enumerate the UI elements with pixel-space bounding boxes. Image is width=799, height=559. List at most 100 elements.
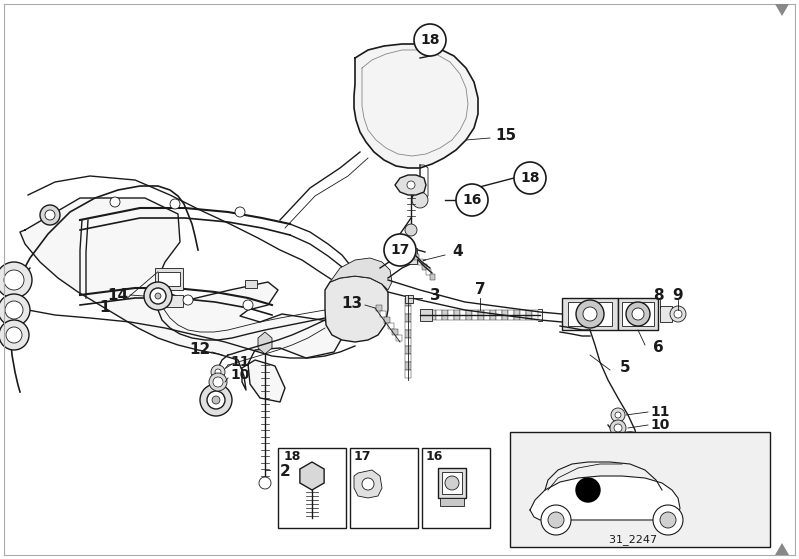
Bar [526,310,531,320]
Bar [278,448,346,528]
Circle shape [541,505,571,535]
Bar [442,472,462,494]
Circle shape [211,365,225,379]
Text: 18: 18 [284,449,300,462]
Circle shape [456,184,488,216]
Circle shape [215,369,221,375]
Polygon shape [330,258,392,290]
Text: 16: 16 [463,193,482,207]
Bar [426,269,431,275]
Circle shape [150,288,166,304]
Text: 13: 13 [341,296,363,310]
Bar [376,305,382,311]
Polygon shape [354,470,382,498]
Bar [472,310,478,320]
Bar [405,370,411,377]
Circle shape [0,320,29,350]
Text: 12: 12 [189,343,211,358]
Text: 4: 4 [453,244,463,259]
Circle shape [583,307,597,321]
Bar [405,298,411,306]
Circle shape [407,181,415,189]
Circle shape [414,24,446,56]
Circle shape [514,162,546,194]
Bar [405,306,411,314]
Bar [430,274,435,280]
Bar [440,498,464,506]
Text: 16: 16 [425,449,443,462]
Polygon shape [395,175,426,195]
Bar [442,310,447,320]
Bar [420,309,432,321]
Circle shape [670,306,686,322]
Circle shape [384,234,416,266]
Circle shape [0,294,30,326]
Circle shape [548,512,564,528]
Circle shape [611,408,625,422]
Circle shape [612,432,648,468]
Circle shape [576,300,604,328]
Circle shape [615,412,621,418]
Bar [405,346,411,353]
Bar [405,295,413,303]
Bar [520,310,526,320]
Bar [532,310,538,320]
Bar [514,310,519,320]
Circle shape [259,477,271,489]
Circle shape [614,424,622,432]
Bar [245,280,257,288]
Bar [478,310,483,320]
Circle shape [337,292,373,328]
Circle shape [6,327,22,343]
Text: 1: 1 [100,301,110,315]
Bar [448,310,454,320]
Bar [454,310,459,320]
Bar [414,254,419,260]
Circle shape [170,199,180,209]
Text: 15: 15 [495,129,517,144]
Circle shape [674,310,682,318]
Bar [422,264,427,270]
Circle shape [207,391,225,409]
Text: 17: 17 [353,449,371,462]
Bar [405,362,411,369]
Text: 6: 6 [653,340,663,356]
Circle shape [183,295,193,305]
Text: 17: 17 [391,243,410,257]
Bar [502,310,507,320]
Circle shape [445,476,459,490]
Polygon shape [354,44,478,168]
Circle shape [40,205,60,225]
Bar [405,338,411,345]
Bar [165,295,183,307]
Circle shape [347,302,363,318]
Bar [405,322,411,329]
Bar [508,310,514,320]
Bar [660,306,672,322]
Bar [380,311,386,317]
Bar [430,310,435,320]
Circle shape [626,302,650,326]
Bar [405,330,411,338]
Circle shape [213,377,223,387]
Circle shape [45,210,55,220]
Text: 8: 8 [653,287,663,302]
Bar [490,310,495,320]
Bar [396,335,402,341]
Text: 18: 18 [520,171,540,185]
Bar [496,310,502,320]
Polygon shape [325,276,388,342]
Text: 9: 9 [673,287,683,302]
Polygon shape [530,476,680,520]
Circle shape [155,293,161,299]
Bar [438,468,466,498]
Text: 11: 11 [650,405,670,419]
Circle shape [576,478,600,502]
Circle shape [405,224,417,236]
Bar [350,448,418,528]
Circle shape [327,282,383,338]
Bar [466,310,471,320]
Bar [405,354,411,362]
Circle shape [4,270,24,290]
Circle shape [660,512,676,528]
